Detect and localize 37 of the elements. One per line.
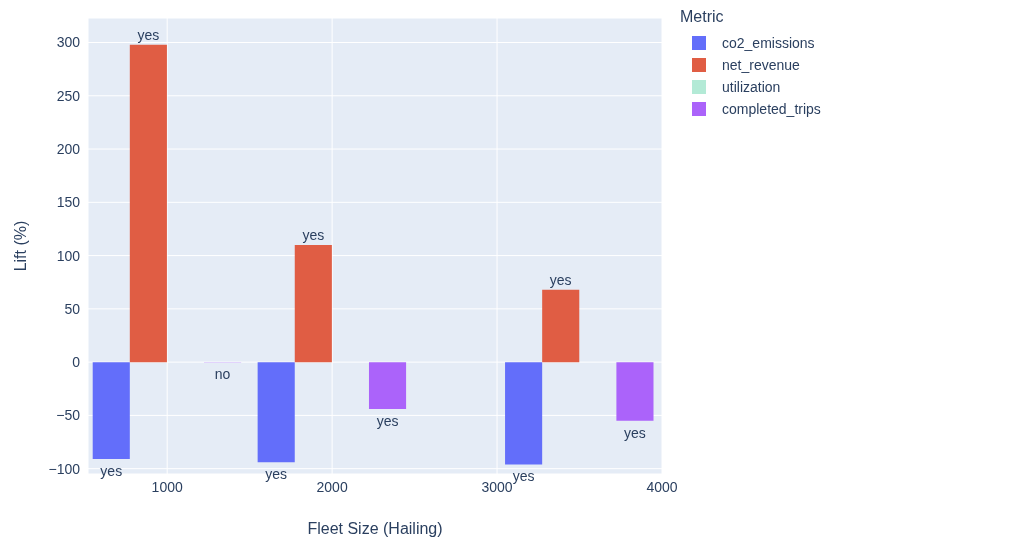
x-tick-label: 4000 [646, 478, 678, 495]
y-tick-label: 250 [56, 87, 81, 104]
y-axis-title: Lift (%) [11, 220, 29, 272]
data-label: yes [549, 271, 572, 288]
x-axis-title: Fleet Size (Hailing) [307, 520, 443, 537]
data-label: yes [265, 466, 288, 483]
data-label: yes [512, 468, 535, 485]
bar [294, 244, 332, 363]
x-tick-label: 3000 [481, 478, 513, 495]
bar [368, 362, 407, 410]
y-tick-label: −50 [56, 407, 81, 424]
x-tick-label: 2000 [316, 478, 348, 495]
data-label: yes [624, 424, 646, 441]
y-tick-label: 50 [64, 300, 81, 317]
data-label: no [214, 366, 231, 383]
legend-label: utilization [722, 79, 781, 95]
data-label: yes [137, 26, 160, 43]
bar [129, 44, 167, 363]
data-label: yes [302, 226, 325, 243]
bar [257, 362, 295, 463]
data-label: yes [100, 463, 123, 480]
bar [542, 289, 580, 363]
legend-title: Metric [680, 8, 725, 26]
bar [92, 362, 130, 460]
data-label: yes [376, 413, 399, 430]
y-tick-label: 150 [56, 194, 81, 211]
y-tick-label: 0 [72, 354, 81, 371]
y-tick-label: 300 [56, 34, 81, 51]
bar [505, 362, 543, 465]
legend-label: completed_trips [722, 101, 821, 117]
y-tick-label: 100 [56, 247, 81, 264]
bar [616, 362, 654, 421]
legend-label: co2_emissions [722, 35, 815, 51]
x-tick-label: 1000 [151, 478, 183, 495]
y-tick-label: 200 [56, 141, 81, 158]
y-tick-label: −100 [48, 460, 81, 477]
legend-label: net_revenue [722, 57, 800, 73]
